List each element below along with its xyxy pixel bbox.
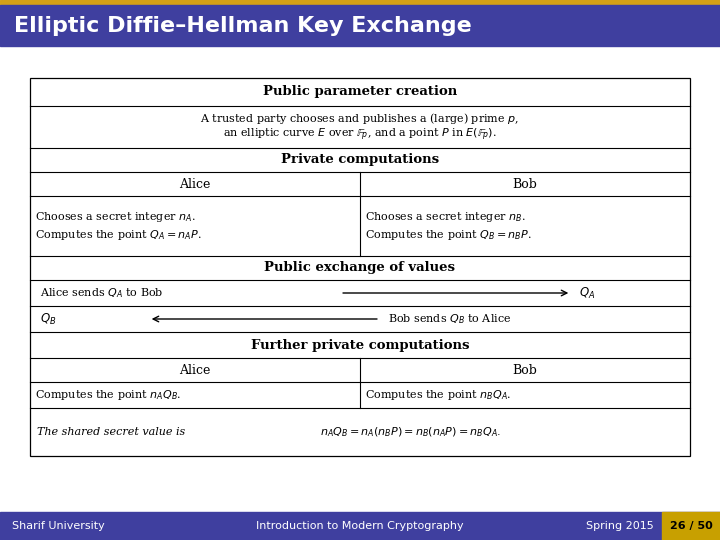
Text: A trusted party chooses and publishes a (large) prime $p$,: A trusted party chooses and publishes a … bbox=[200, 111, 520, 126]
Text: Chooses a secret integer $n_B$.: Chooses a secret integer $n_B$. bbox=[365, 210, 526, 224]
Text: Public parameter creation: Public parameter creation bbox=[263, 85, 457, 98]
Text: $n_A Q_B = n_A(n_B P) = n_B(n_A P) = n_B Q_A.$: $n_A Q_B = n_A(n_B P) = n_B(n_A P) = n_B… bbox=[320, 425, 501, 439]
Text: $Q_A$: $Q_A$ bbox=[579, 286, 595, 301]
Text: Alice: Alice bbox=[179, 363, 211, 376]
Text: Chooses a secret integer $n_A$.: Chooses a secret integer $n_A$. bbox=[35, 210, 196, 224]
Text: Computes the point $n_A Q_B$.: Computes the point $n_A Q_B$. bbox=[35, 388, 181, 402]
Text: Bob: Bob bbox=[513, 178, 537, 191]
Text: Further private computations: Further private computations bbox=[251, 339, 469, 352]
Bar bbox=[30, 78, 690, 456]
Text: Public exchange of values: Public exchange of values bbox=[264, 261, 456, 274]
Text: Alice sends $Q_A$ to Bob: Alice sends $Q_A$ to Bob bbox=[40, 286, 163, 300]
Text: Computes the point $n_B Q_A$.: Computes the point $n_B Q_A$. bbox=[365, 388, 511, 402]
Text: Bob: Bob bbox=[513, 363, 537, 376]
Text: Spring 2015: Spring 2015 bbox=[586, 521, 654, 531]
Text: Alice: Alice bbox=[179, 178, 211, 191]
Text: The shared secret value is: The shared secret value is bbox=[37, 427, 185, 437]
Bar bbox=[662, 512, 720, 540]
Text: Sharif University: Sharif University bbox=[12, 521, 104, 531]
Bar bbox=[0, 512, 720, 540]
Text: Private computations: Private computations bbox=[281, 153, 439, 166]
Text: Bob sends $Q_B$ to Alice: Bob sends $Q_B$ to Alice bbox=[388, 312, 511, 326]
Text: an elliptic curve $E$ over $\mathbb{F}_p$, and a point $P$ in $E(\mathbb{F}_p)$.: an elliptic curve $E$ over $\mathbb{F}_p… bbox=[223, 127, 497, 143]
Text: Introduction to Modern Cryptography: Introduction to Modern Cryptography bbox=[256, 521, 464, 531]
Text: 26 / 50: 26 / 50 bbox=[670, 521, 712, 531]
Bar bbox=[0, 5, 720, 46]
Text: $Q_B$: $Q_B$ bbox=[40, 312, 56, 327]
Text: Computes the point $Q_A = n_A P$.: Computes the point $Q_A = n_A P$. bbox=[35, 228, 202, 242]
Text: Computes the point $Q_B = n_B P$.: Computes the point $Q_B = n_B P$. bbox=[365, 228, 531, 242]
Bar bbox=[0, 0, 720, 5]
Text: Elliptic Diffie–Hellman Key Exchange: Elliptic Diffie–Hellman Key Exchange bbox=[14, 16, 472, 36]
